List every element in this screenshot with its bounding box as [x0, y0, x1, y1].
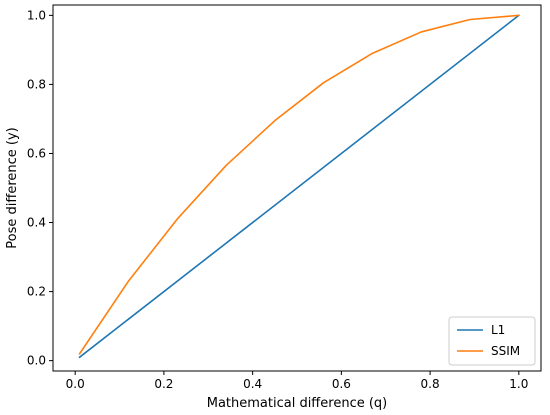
plot-frame	[52, 4, 542, 372]
series-line-l1	[78, 14, 520, 359]
x-tick-label: 0.8	[421, 377, 440, 391]
x-tick-label: 0.4	[243, 377, 262, 391]
y-tick-label: 0.0	[27, 354, 46, 368]
y-tick-label: 0.8	[27, 77, 46, 91]
series-line-ssim	[78, 14, 520, 355]
legend: L1 SSIM	[448, 316, 536, 366]
y-axis-ticks: 0.0 0.2 0.4 0.6 0.8 1.0	[27, 8, 53, 368]
series-layer	[78, 14, 520, 359]
y-tick-label: 0.6	[27, 146, 46, 160]
x-tick-label: 0.0	[66, 377, 85, 391]
y-tick-label: 0.2	[27, 285, 46, 299]
x-tick-label: 0.6	[332, 377, 351, 391]
x-tick-label: 1.0	[509, 377, 528, 391]
y-tick-label: 1.0	[27, 8, 46, 22]
x-axis-ticks: 0.0 0.2 0.4 0.6 0.8 1.0	[66, 371, 528, 391]
legend-items: L1 SSIM	[457, 323, 520, 358]
y-axis-label: Pose difference (y)	[5, 127, 20, 248]
legend-label-l1: L1	[491, 323, 505, 337]
legend-box	[448, 316, 536, 366]
y-tick-label: 0.4	[27, 216, 46, 230]
x-axis-label: Mathematical difference (q)	[207, 396, 388, 411]
x-tick-label: 0.2	[154, 377, 173, 391]
legend-label-ssim: SSIM	[491, 344, 520, 358]
